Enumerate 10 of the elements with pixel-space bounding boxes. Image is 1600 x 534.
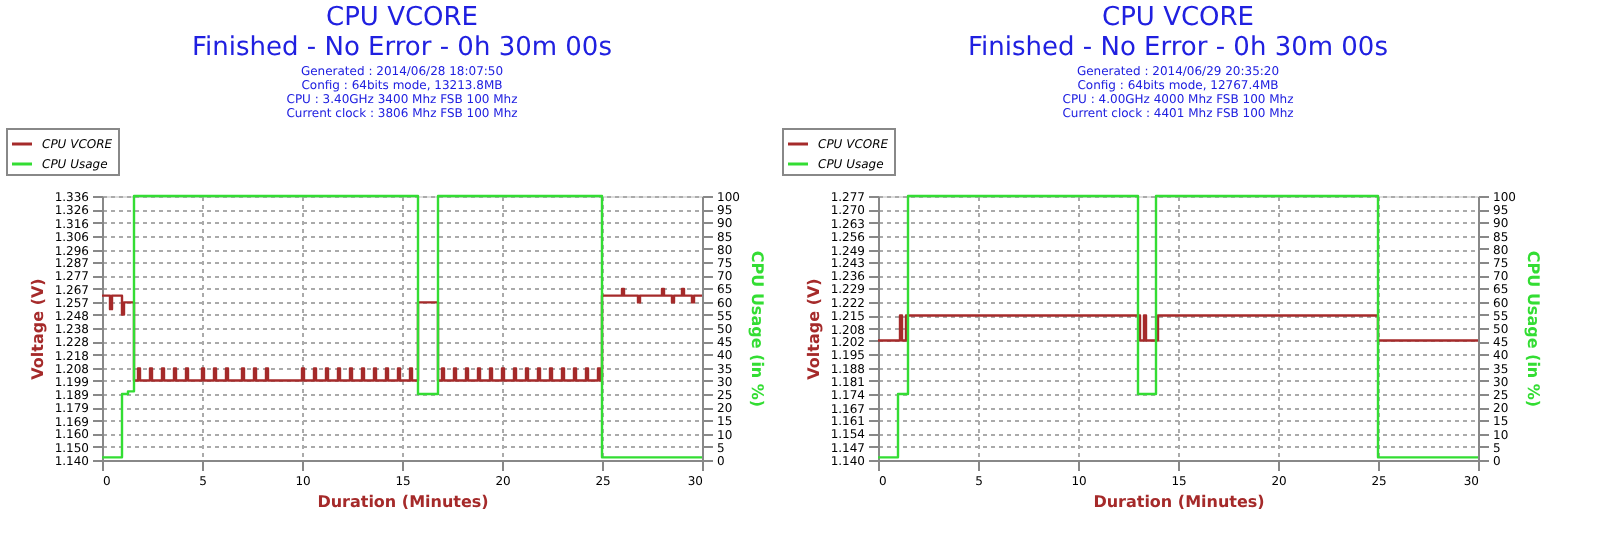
y2-axis-title: CPU Usage (in %): [747, 250, 766, 408]
y-axis-title: Voltage (V): [28, 278, 47, 380]
chart-title: CPU VCORE: [1101, 3, 1255, 33]
y-axis-title: Voltage (V): [804, 278, 823, 380]
chart-subtitle: Finished - No Error - 0h 30m 00s: [968, 33, 1389, 63]
chart-subtitle: Finished - No Error - 0h 30m 00s: [192, 33, 613, 63]
x-axis-title: Duration (Minutes): [317, 493, 489, 511]
y2-axis-title: CPU Usage (in %): [1523, 250, 1542, 408]
chart-title: CPU VCORE: [325, 3, 479, 33]
x-axis-title: Duration (Minutes): [1093, 493, 1265, 511]
